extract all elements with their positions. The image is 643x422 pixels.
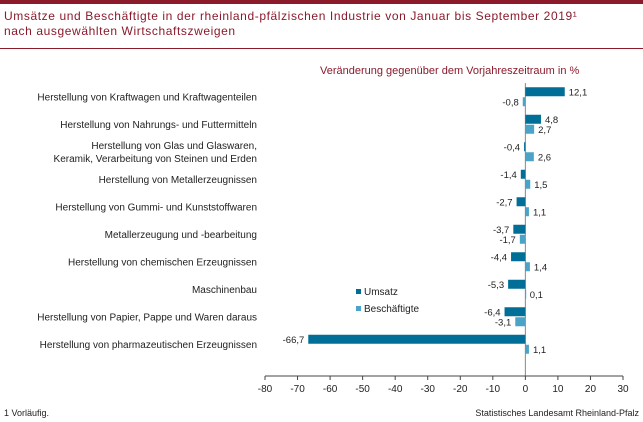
bar-umsatz (525, 114, 541, 124)
category-label: Metallerzeugung und -bearbeitung (105, 230, 257, 241)
x-tick-label: -20 (453, 384, 468, 395)
category-label: Herstellung von Gummi- und Kunststoffwar… (55, 202, 257, 213)
bar-umsatz (308, 334, 526, 344)
bar-beschaeftigte (515, 317, 526, 327)
data-label: 1,1 (533, 345, 546, 356)
bar-beschaeftigte (525, 179, 531, 189)
data-label: -5,3 (488, 280, 504, 291)
x-tick-label: 10 (552, 384, 564, 395)
data-label: -3,1 (495, 317, 511, 328)
x-tick-label: -60 (323, 384, 338, 395)
category-label: Herstellung von Nahrungs- und Futtermitt… (60, 120, 257, 131)
data-label: -0,8 (502, 97, 518, 108)
data-label: -3,7 (493, 225, 509, 236)
data-label: 0,1 (530, 290, 543, 301)
category-label: Herstellung von pharmazeutischen Erzeugn… (40, 340, 257, 351)
bar-umsatz (524, 142, 526, 152)
top-rule (0, 0, 643, 4)
legend-label: Beschäftigte (364, 304, 419, 315)
bar-umsatz (516, 197, 526, 207)
data-label: -4,4 (491, 252, 507, 263)
legend-label: Umsatz (364, 287, 398, 298)
data-label: 4,8 (545, 115, 558, 126)
bar-beschaeftigte (525, 207, 529, 217)
bar-umsatz (525, 87, 565, 97)
category-label: Keramik, Verarbeitung von Steinen und Er… (54, 154, 257, 165)
bar-beschaeftigte (525, 262, 530, 272)
category-label: Herstellung von chemischen Erzeugnissen (68, 257, 257, 268)
legend-swatch-umsatz (356, 289, 361, 294)
bar-beschaeftigte (522, 97, 526, 107)
x-tick-label: -10 (486, 384, 501, 395)
bar-umsatz (508, 279, 526, 289)
bar-umsatz (511, 252, 526, 262)
data-label: -1,7 (499, 235, 515, 246)
data-label: -1,4 (500, 170, 516, 181)
data-label: 1,5 (534, 180, 547, 191)
category-label: Herstellung von Kraftwagen und Kraftwage… (37, 92, 257, 103)
category-label: Herstellung von Metallerzeugnissen (99, 175, 257, 186)
x-tick-label: -40 (388, 384, 403, 395)
footnote: 1 Vorläufig. (4, 408, 50, 418)
bar-beschaeftigte (525, 344, 529, 354)
bar-umsatz (520, 169, 526, 179)
bar-beschaeftigte (519, 234, 526, 244)
source-note: Statistisches Landesamt Rheinland-Pfalz (475, 408, 639, 418)
data-label: 1,1 (533, 207, 546, 218)
data-label: 2,7 (538, 125, 551, 136)
data-label: -0,4 (504, 142, 520, 153)
chart-title-line-1: Umsätze und Beschäftigte in der rheinlan… (4, 9, 578, 23)
x-tick-label: -50 (355, 384, 370, 395)
chart-subtitle: Veränderung gegenüber dem Vorjahreszeitr… (320, 65, 580, 77)
category-label: Herstellung von Glas und Glaswaren, (91, 141, 257, 152)
bar-beschaeftigte (525, 124, 535, 134)
data-label: 12,1 (569, 87, 588, 98)
data-label: 2,6 (538, 152, 551, 163)
data-label: -6,4 (484, 307, 500, 318)
title-rule (0, 48, 643, 49)
x-tick-label: -80 (258, 384, 273, 395)
data-label: -66,7 (283, 335, 305, 346)
bar-umsatz (513, 224, 526, 234)
category-label: Herstellung von Papier, Pappe und Waren … (37, 312, 257, 323)
bar-beschaeftigte (525, 152, 534, 162)
x-tick-label: 20 (585, 384, 597, 395)
category-label: Maschinenbau (192, 285, 257, 296)
chart-title: Umsätze und Beschäftigte in der rheinlan… (4, 9, 624, 39)
x-tick-label: 0 (523, 384, 529, 395)
bar-umsatz (504, 307, 526, 317)
x-tick-label: -30 (421, 384, 436, 395)
x-tick-label: -70 (290, 384, 305, 395)
data-label: 1,4 (534, 262, 547, 273)
bar-beschaeftigte (525, 289, 527, 299)
legend-swatch-beschaeftigte (356, 306, 361, 311)
chart-title-line-2: nach ausgewählten Wirtschaftszweigen (4, 24, 236, 38)
x-tick-label: 30 (617, 384, 629, 395)
data-label: -2,7 (496, 197, 512, 208)
